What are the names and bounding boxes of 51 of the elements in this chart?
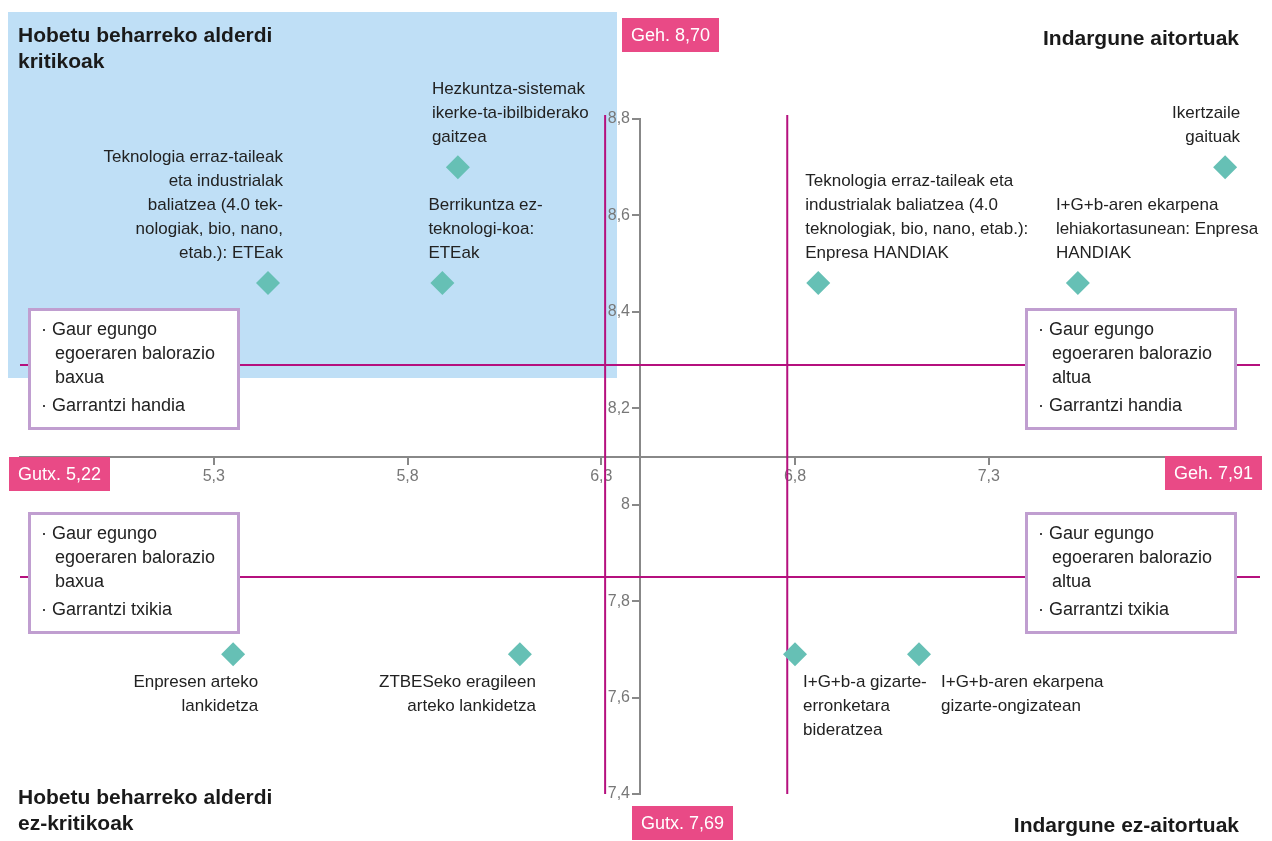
annotation: · Gaur egungo egoeraren balorazio baxua bbox=[41, 522, 217, 593]
annotation: I+G+b-aren ekarpena gizarte-ongizatean bbox=[941, 671, 1105, 718]
callout-box: · Gaur egungo egoeraren balorazio altua · Garrantzi handia bbox=[1025, 308, 1237, 430]
annotation: · Garrantzi txikia bbox=[1038, 598, 1171, 621]
annotation: Gutx. 5,22 bbox=[9, 457, 111, 491]
text: Indargune aitortuak bbox=[1042, 25, 1239, 51]
callout-box: · Gaur egungo egoeraren balorazio baxua · Garrantzi handia bbox=[28, 308, 240, 430]
point bbox=[445, 155, 470, 180]
point bbox=[430, 270, 455, 295]
annotation: ZTBESeko eragileen arteko lankidetza bbox=[378, 671, 536, 718]
y-tick-label: 8,2 bbox=[607, 398, 631, 416]
annotation: Geh. 7,91 bbox=[1164, 456, 1262, 490]
annotation: · Garrantzi handia bbox=[1038, 394, 1184, 417]
point bbox=[256, 270, 280, 295]
annotation: · Garrantzi handia bbox=[41, 394, 187, 417]
annotation: Ikertzaile gaituak bbox=[1171, 102, 1241, 149]
callout-box: · Gaur egungo egoeraren balorazio baxua · Garrantzi txikia bbox=[28, 512, 240, 634]
x-tick-label: 5,3 bbox=[202, 466, 225, 484]
text: Hobetu beharreko alderdi kritikoak bbox=[18, 22, 274, 74]
annotation: · Gaur egungo egoeraren balorazio altua bbox=[1038, 318, 1214, 389]
x-tick-label: 7,3 bbox=[977, 466, 1000, 484]
annotation: I+G+b-aren ekarpena lehiakortasunean: Enpresa HANDIAK bbox=[1055, 193, 1260, 264]
point bbox=[783, 642, 807, 667]
point bbox=[907, 642, 931, 667]
text: Gutx. 7,69 bbox=[632, 806, 734, 840]
annotation: · Gaur egungo egoeraren balorazio baxua bbox=[41, 318, 217, 389]
y-tick-label: 8,6 bbox=[607, 205, 631, 223]
annotation: Berrikuntza ez-teknologi-koa: ETEak bbox=[428, 193, 544, 264]
annotation: Hobetu beharreko alderdi ez-kritikoak bbox=[18, 784, 274, 836]
annotation: · Garrantzi txikia bbox=[41, 598, 174, 621]
point bbox=[1065, 270, 1090, 295]
point bbox=[806, 270, 831, 295]
point bbox=[1213, 155, 1238, 180]
y-tick-label: 8 bbox=[621, 495, 631, 513]
y-tick-label: 8,8 bbox=[607, 109, 631, 127]
text: Indargune ez-aitortuak bbox=[1013, 812, 1239, 838]
callout-box: · Gaur egungo egoeraren balorazio altua · Garrantzi txikia bbox=[1025, 512, 1237, 634]
annotation: Hezkuntza-sistemak ikerke-ta-ibilbiderako gaitzea bbox=[431, 78, 590, 149]
point bbox=[221, 642, 246, 667]
y-tick-label: 7,4 bbox=[607, 784, 631, 802]
y-tick-label: 7,6 bbox=[607, 687, 631, 705]
text: Geh. 8,70 bbox=[622, 18, 720, 52]
annotation: I+G+b-a gizarte-erronketara bideratzea bbox=[803, 671, 928, 742]
annotation: Teknologia erraz-taileak eta industrialak baliatzea (4.0 teknologiak, bio, nano, etab.): Enpresa HANDIAK bbox=[805, 169, 1030, 264]
annotation: Enpresen arteko lankidetza bbox=[132, 671, 259, 718]
x-tick-label: 5,8 bbox=[396, 466, 419, 484]
annotation: · Gaur egungo egoeraren balorazio altua bbox=[1038, 522, 1214, 593]
y-tick-label: 8,4 bbox=[607, 302, 631, 320]
y-tick-label: 7,8 bbox=[607, 591, 631, 609]
annotation: Teknologia erraz-taileak eta industrialak baliatzea (4.0 tek-nologiak, bio, nano, etab.): ETEak bbox=[103, 145, 283, 264]
point bbox=[507, 642, 532, 667]
